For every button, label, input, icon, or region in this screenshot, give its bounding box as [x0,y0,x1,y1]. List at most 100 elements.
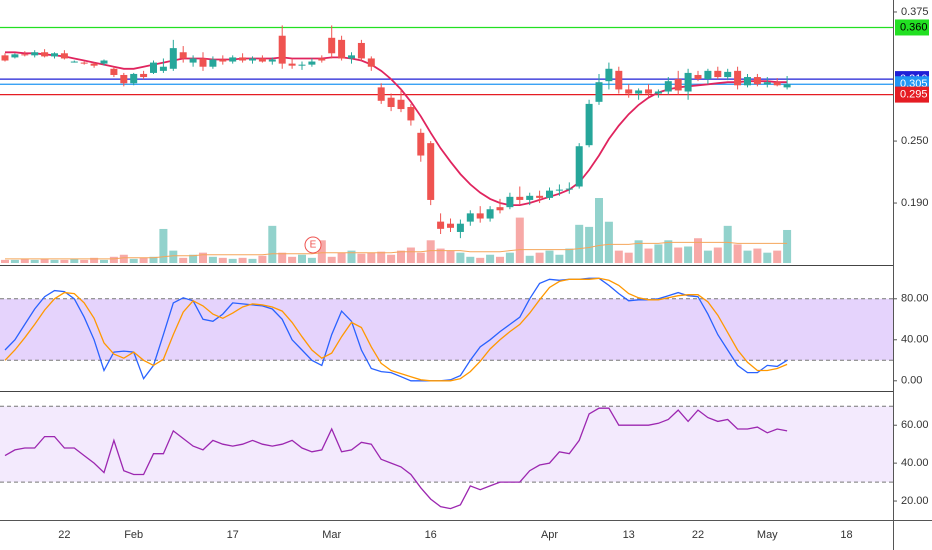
volume-bar [208,256,217,263]
volume-bar [377,251,386,263]
volume-bar [327,256,336,263]
volume-bar [733,244,742,263]
candle-body [268,59,276,62]
volume-bar [228,258,237,263]
volume-bar [595,198,603,263]
volume-bar [317,240,326,263]
volume-bar [199,252,207,263]
candle-body [60,53,68,59]
volume-bar [723,225,732,263]
volume-bar [90,257,99,263]
volume-bar [436,248,445,263]
volume-bar [525,255,534,263]
candle-body [565,188,573,190]
candle-body [516,196,524,200]
candle-body [407,106,415,121]
candle-body [31,52,39,56]
volume-bar [466,256,475,263]
candle-body [387,97,395,107]
volume-bar [70,258,79,263]
candle-body [150,62,157,73]
price-badge [895,86,929,103]
volume-bar [129,258,138,263]
volume-bar [446,250,455,263]
candle-body [506,196,514,208]
volume-bar [416,252,425,263]
candle-body [397,99,405,110]
x-tick-label: Feb [124,529,143,541]
candle-body [278,35,286,64]
candle-body [625,89,633,94]
x-tick-label: May [757,529,778,541]
candle-body [90,63,98,66]
candle-body [674,79,682,91]
volume-bar [1,259,9,263]
candle-body [140,73,148,78]
candle-body [526,195,534,200]
volume-ma-line [5,241,788,260]
candle-body [258,58,266,62]
candle-body [744,77,751,86]
volume-bar [486,254,495,263]
volume-bar [149,256,158,263]
candle-body [308,61,316,65]
candle-body [199,58,207,67]
candle-body [249,58,256,61]
price-badge-label: 0.295 [900,89,928,101]
y-tick-label: 40.00 [901,334,929,346]
candle-body [130,73,138,84]
volume-bar [298,254,306,263]
candle-body [773,82,781,86]
volume-bar [60,259,69,263]
volume-bar [218,257,227,263]
volume-bar [80,259,89,263]
candle-body [209,59,217,67]
candle-body [377,87,385,101]
volume-bar [703,250,712,263]
candle-body [645,89,652,94]
candle-body [546,190,553,198]
candle-body [80,62,88,64]
volume-bar [179,257,188,263]
volume-bar [713,247,722,263]
earnings-marker [304,236,322,254]
candle-body [476,213,484,219]
volume-bar [10,259,19,263]
volume-bar [248,258,257,263]
candle-body [159,66,167,71]
candle-body [298,64,306,66]
candle-body [615,70,623,90]
candle-body [704,70,712,80]
candle-body [684,72,692,92]
volume-bar [555,254,564,263]
x-tick-label: Apr [541,529,558,541]
candle-body [110,68,118,75]
volume-bar [456,252,465,263]
volume-bar [674,247,683,263]
candle-body [447,223,454,228]
volume-bar [30,259,39,263]
candle-body [338,39,346,59]
candle-body [427,143,435,200]
candle-body [536,195,544,198]
candle-body [70,61,78,63]
volume-bar [40,258,49,263]
volume-bar [604,221,613,263]
candle-body [595,82,603,102]
candle-body [783,84,791,88]
volume-bar [496,256,504,263]
volume-bar [773,250,782,263]
volume-bar [535,252,544,263]
volume-bar [20,258,29,263]
x-tick-label: 22 [58,529,70,541]
candle-body [169,48,177,69]
candle-body [239,57,247,61]
volume-bar [258,255,267,263]
volume-bar [119,254,128,263]
x-tick-label: 18 [840,529,852,541]
candle-body [120,74,128,84]
volume-bar [139,257,148,263]
x-tick-label: 22 [692,529,704,541]
